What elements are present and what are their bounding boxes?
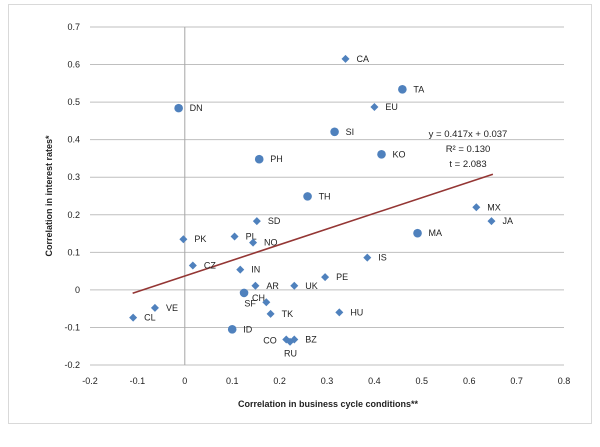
point-label: VE	[166, 303, 178, 313]
point-label: IS	[378, 253, 387, 263]
y-tick-label: 0.1	[67, 247, 80, 257]
y-tick-label: 0	[75, 285, 80, 295]
point-label: IN	[251, 265, 260, 275]
point-label: TK	[282, 309, 294, 319]
point-label: CZ	[204, 260, 216, 270]
point-ar	[251, 281, 260, 290]
y-tick-label: 0.6	[67, 60, 80, 70]
point-label: MA	[429, 228, 443, 238]
x-tick-label: 0.7	[510, 376, 523, 386]
point-label: DN	[190, 103, 203, 113]
r-squared-annotation: R² = 0.130	[446, 144, 491, 155]
point-label: BZ	[305, 334, 317, 344]
point-sf	[262, 298, 271, 307]
point-label: ID	[243, 324, 253, 334]
point-label: PL	[246, 232, 257, 242]
x-tick-label: 0.5	[416, 376, 429, 386]
x-tick-label: 0.2	[273, 376, 286, 386]
t-stat-annotation: t = 2.083	[449, 159, 486, 170]
point-label: CA	[356, 54, 369, 64]
point-label: KO	[393, 149, 406, 159]
chart-frame	[8, 4, 592, 424]
x-axis-label: Correlation in business cycle conditions…	[238, 399, 419, 409]
point-th	[303, 192, 312, 201]
point-no	[249, 238, 258, 247]
y-tick-label: -0.2	[64, 360, 80, 370]
point-label: NO	[264, 238, 278, 248]
point-label: CH	[252, 293, 265, 303]
point-label: PK	[194, 234, 206, 244]
point-ma	[413, 228, 422, 238]
y-axis-label: Correlation in interest rates*	[44, 135, 54, 257]
point-hu	[335, 308, 344, 317]
point-ca	[341, 54, 350, 63]
point-label: JA	[502, 216, 513, 226]
x-tick-label: 0.4	[368, 376, 381, 386]
point-label: SD	[268, 216, 281, 226]
point-label: SI	[346, 127, 355, 137]
x-tick-label: -0.2	[82, 376, 98, 386]
trendline	[132, 173, 494, 294]
y-tick-label: 0.5	[67, 97, 80, 107]
trendline-equation: y = 0.417x + 0.037	[429, 129, 508, 140]
y-tick-label: 0.2	[67, 210, 80, 220]
point-pl	[230, 232, 239, 241]
point-ru	[286, 337, 295, 346]
point-ch	[239, 288, 249, 298]
point-label: MX	[487, 202, 501, 212]
point-is	[363, 253, 372, 262]
point-id	[227, 325, 237, 334]
point-label: CO	[263, 335, 277, 345]
x-tick-label: 0.6	[463, 376, 476, 386]
x-tick-label: -0.1	[130, 376, 146, 386]
point-ve	[150, 303, 159, 312]
point-label: TH	[319, 191, 331, 201]
point-ph	[254, 154, 264, 164]
point-si	[330, 127, 339, 137]
point-ta	[398, 85, 407, 94]
y-tick-label: 0.7	[67, 22, 80, 32]
point-label: SF	[244, 298, 256, 308]
point-ja	[487, 217, 496, 226]
y-tick-label: -0.1	[64, 322, 80, 332]
point-tk	[266, 309, 275, 318]
y-tick-label: 0.3	[67, 172, 80, 182]
point-mx	[472, 203, 481, 212]
point-cl	[129, 313, 138, 322]
point-cz	[188, 261, 197, 270]
point-label: UK	[305, 281, 318, 291]
point-label: CL	[144, 313, 156, 323]
point-label: PE	[336, 272, 348, 282]
point-label: TA	[413, 84, 424, 94]
point-uk	[290, 281, 299, 290]
point-dn	[174, 103, 183, 113]
point-eu	[370, 102, 379, 111]
point-in	[236, 265, 245, 274]
x-tick-label: 0.3	[321, 376, 334, 386]
point-label: AR	[266, 281, 279, 291]
point-sd	[252, 217, 261, 226]
x-tick-label: 0.8	[558, 376, 571, 386]
x-tick-label: 0	[182, 376, 187, 386]
point-pk	[179, 235, 188, 244]
point-label: RU	[284, 349, 297, 359]
point-pe	[321, 273, 330, 282]
y-tick-label: 0.4	[67, 135, 80, 145]
point-label: PH	[270, 154, 283, 164]
point-ko	[377, 150, 386, 159]
point-label: EU	[385, 102, 398, 112]
x-tick-label: 0.1	[226, 376, 239, 386]
point-label: HU	[350, 307, 363, 317]
